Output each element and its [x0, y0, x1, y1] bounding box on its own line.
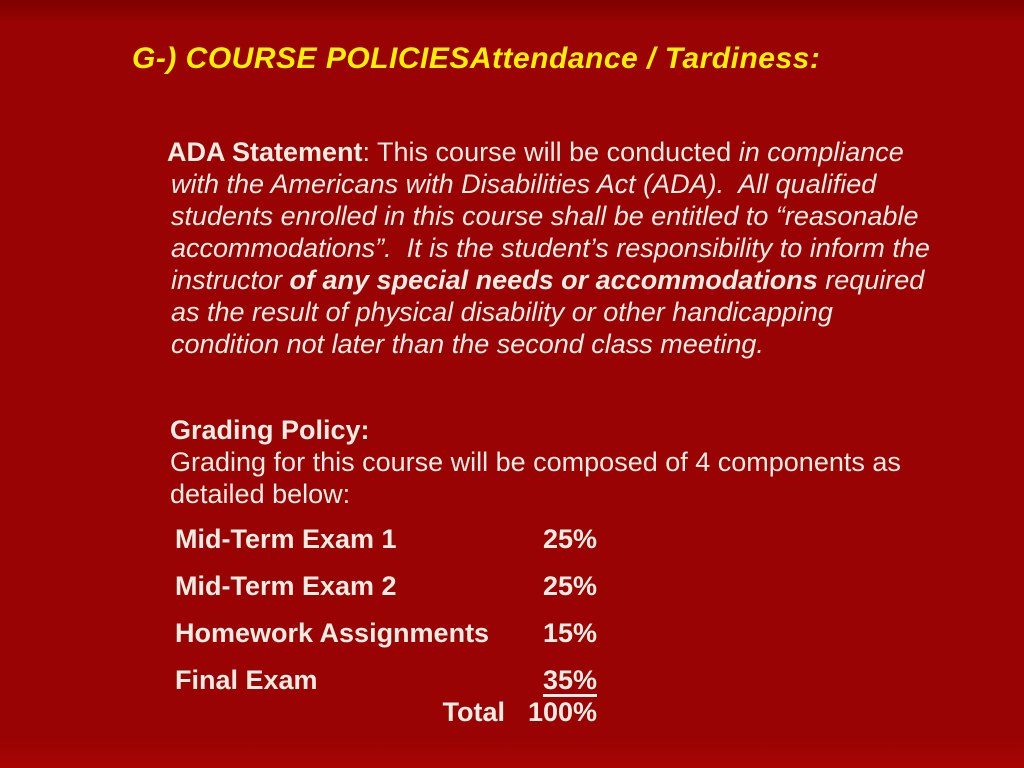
- text-run: Grading Policy:: [170, 415, 370, 445]
- table-row: Final Exam 35%: [175, 664, 597, 696]
- table-row-label: Mid-Term Exam 2: [175, 571, 397, 601]
- table-row-value: 25%: [542, 571, 597, 601]
- text-run: of any special needs or accommodations: [289, 265, 818, 295]
- text-line: as the result of physical disability or …: [167, 296, 930, 328]
- total-value: 100%: [527, 697, 597, 727]
- table-row-value: 25%: [542, 524, 597, 554]
- text-run: required: [817, 265, 925, 295]
- table-row-label: Mid-Term Exam 1: [175, 524, 397, 554]
- text-run: : This course will be conducted: [362, 137, 739, 167]
- table-row-value: 15%: [542, 618, 597, 648]
- text-run: with the Americans with Disabilities Act…: [171, 169, 877, 199]
- text-run: ADA Statement: [167, 137, 363, 167]
- text-run: condition not later than the second clas…: [171, 329, 764, 359]
- text-line: ADA Statement: This course will be condu…: [167, 136, 930, 168]
- grading-table-total-row: Total 100%: [175, 696, 598, 728]
- grading-policy-paragraph: Grading Policy: Grading for this course w…: [170, 414, 901, 510]
- table-row: Mid-Term Exam 1 25%: [175, 523, 597, 555]
- text-run: students enrolled in this course shall b…: [171, 201, 919, 231]
- text-line: detailed below:: [170, 478, 901, 510]
- text-line: with the Americans with Disabilities Act…: [167, 168, 930, 200]
- text-line: Grading for this course will be composed…: [170, 446, 901, 478]
- text-run: detailed below:: [170, 479, 351, 509]
- text-run: instructor: [171, 265, 290, 295]
- table-row-label: Final Exam: [175, 665, 318, 695]
- ada-statement-paragraph: ADA Statement: This course will be condu…: [167, 136, 930, 360]
- table-row: Mid-Term Exam 2 25%: [175, 570, 597, 602]
- text-run: accommodations”. It is the student’s res…: [171, 233, 930, 263]
- text-line: students enrolled in this course shall b…: [167, 200, 930, 232]
- text-line: condition not later than the second clas…: [167, 328, 930, 360]
- total-label: Total: [442, 697, 506, 727]
- grading-table: Mid-Term Exam 1 25% Mid-Term Exam 2 25% Home…: [175, 523, 597, 728]
- text-line: accommodations”. It is the student’s res…: [167, 232, 930, 264]
- text-run: in compliance: [738, 137, 904, 167]
- text-run: Grading for this course will be composed…: [170, 447, 901, 477]
- table-row-value: 35%: [542, 665, 597, 695]
- table-row: Homework Assignments 15%: [175, 617, 597, 649]
- text-run: as the result of physical disability or …: [171, 297, 833, 327]
- slide-title: G-) COURSE POLICIESAttendance / Tardines…: [132, 42, 821, 75]
- text-line: instructor of any special needs or accom…: [167, 264, 930, 296]
- text-line: Grading Policy:: [170, 414, 901, 446]
- table-row-label: Homework Assignments: [175, 618, 490, 648]
- grading-table-rows: Mid-Term Exam 1 25% Mid-Term Exam 2 25% Home…: [175, 523, 597, 696]
